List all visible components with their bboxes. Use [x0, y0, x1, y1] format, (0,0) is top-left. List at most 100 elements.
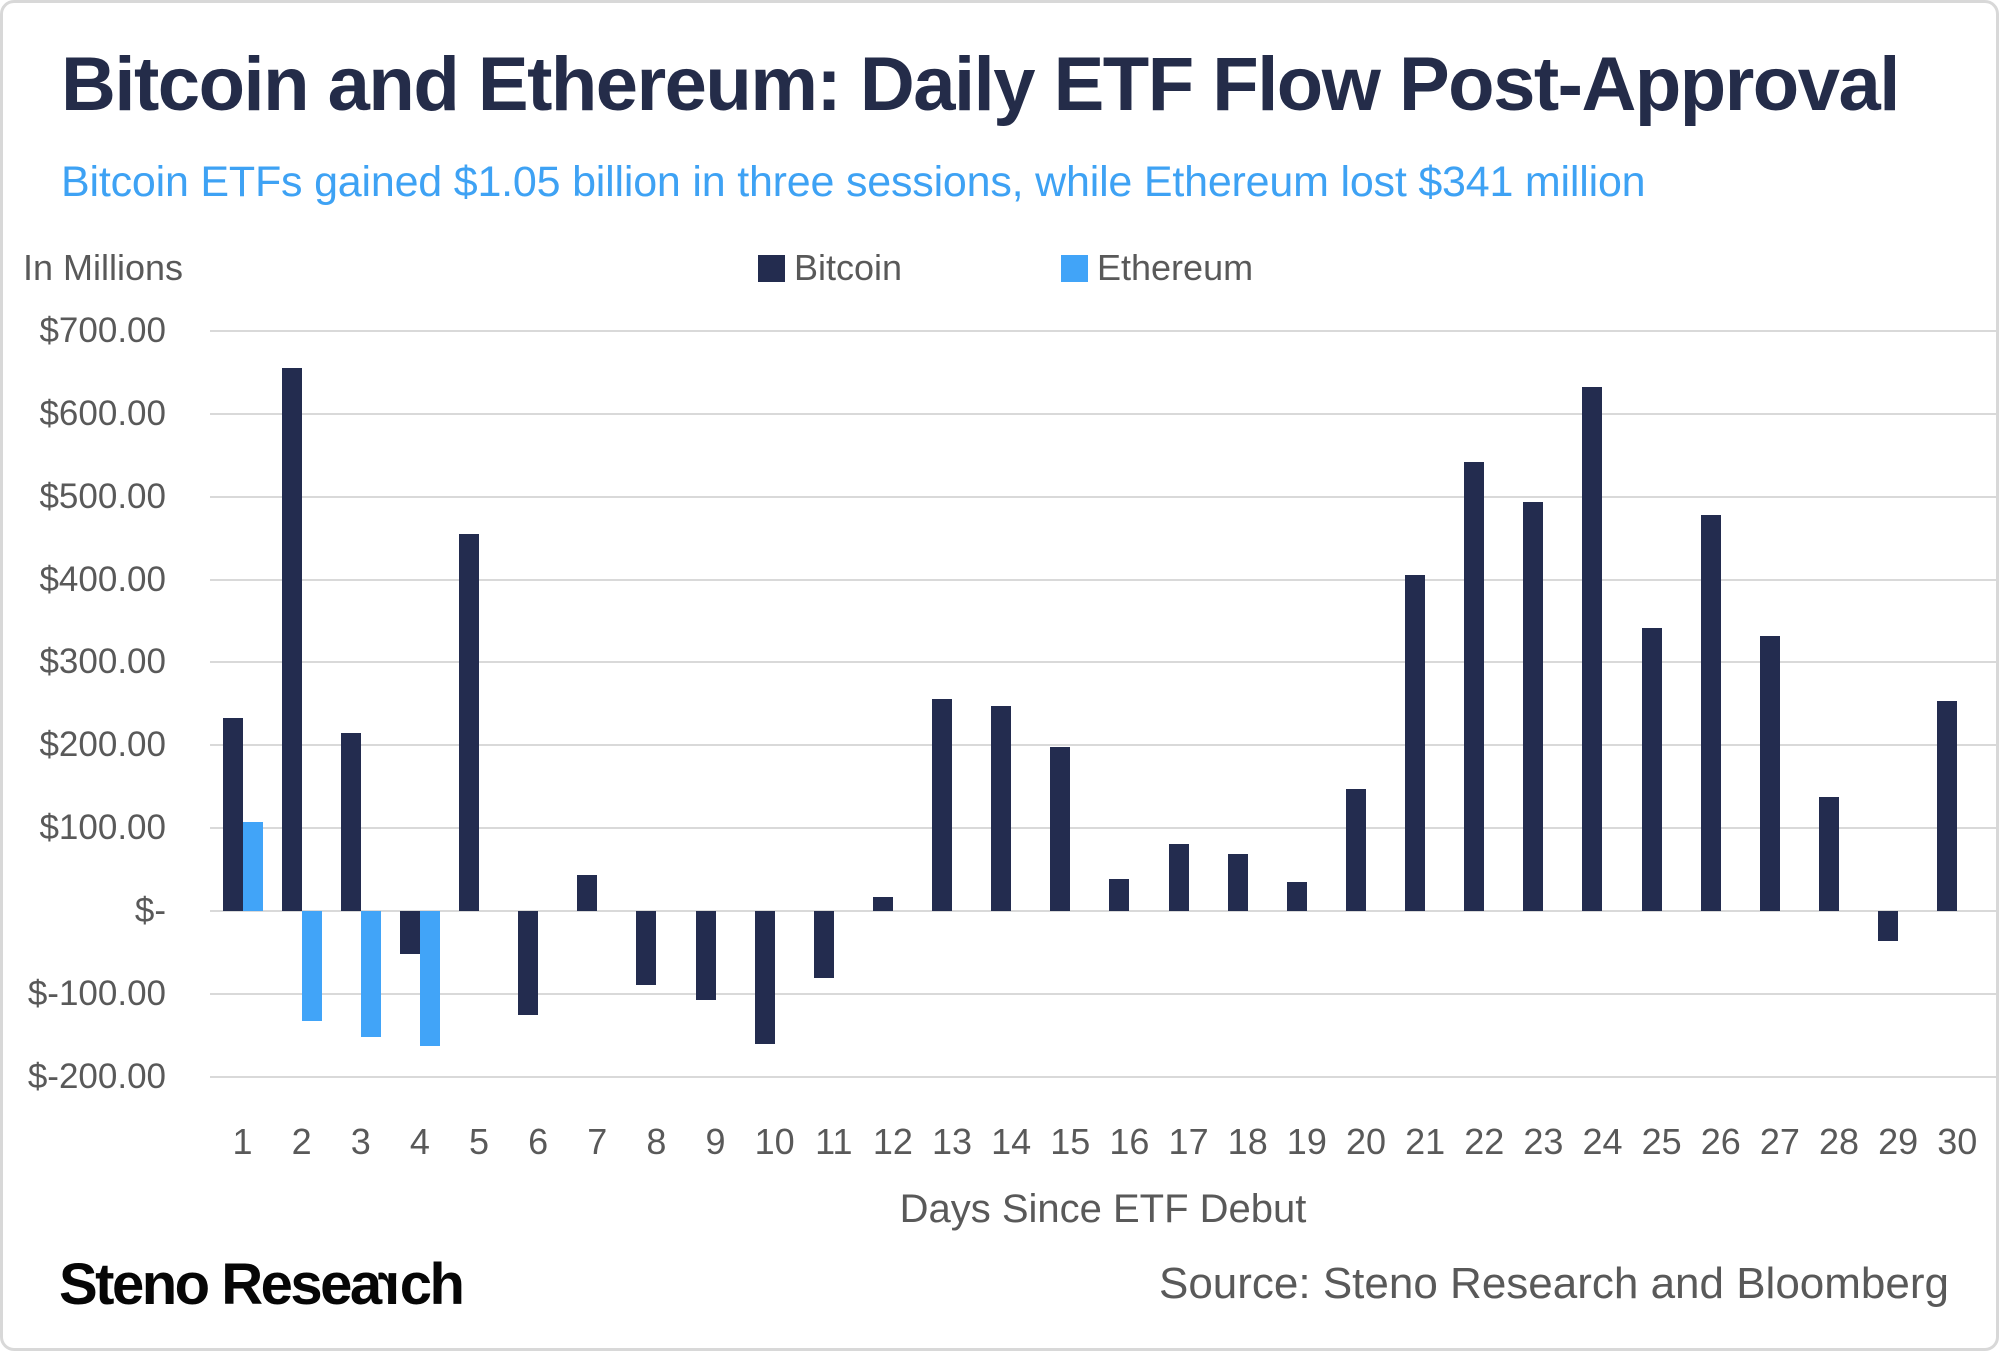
y-tick-label--200: $-200.00 [27, 1056, 166, 1096]
bar-bitcoin-day-17 [1168, 843, 1189, 911]
x-tick-label-20: 20 [1345, 1121, 1386, 1162]
y-axis-unit-label: In Millions [23, 247, 184, 288]
gridline--200 [210, 1075, 1996, 1078]
bar-bitcoin-day-27 [1759, 635, 1780, 912]
bar-bitcoin-day-30 [1937, 701, 1958, 911]
x-tick-label-7: 7 [587, 1121, 608, 1162]
x-tick-label-22: 22 [1464, 1121, 1505, 1162]
bar-ethereum-day-1 [242, 822, 263, 912]
bar-bitcoin-day-29 [1878, 911, 1899, 941]
bar-bitcoin-day-10 [754, 911, 775, 1044]
x-tick-label-10: 10 [754, 1121, 795, 1162]
bar-bitcoin-day-20 [1345, 789, 1366, 911]
gridline-300 [210, 661, 1996, 664]
x-tick-label-21: 21 [1405, 1121, 1446, 1162]
bar-bitcoin-day-22 [1464, 461, 1485, 911]
legend-item-ethereum: Ethereum [1061, 247, 1253, 289]
x-tick-label-19: 19 [1286, 1121, 1327, 1162]
gridline-500 [210, 495, 1996, 498]
gridline-400 [210, 578, 1996, 581]
x-tick-label-27: 27 [1759, 1121, 1800, 1162]
bar-bitcoin-day-8 [636, 911, 657, 985]
y-tick-label-500: $500.00 [39, 476, 166, 516]
source-attribution: Source: Steno Research and Bloomberg [1158, 1259, 1949, 1308]
gridline-200 [210, 744, 1996, 747]
y-tick-label-700: $700.00 [39, 311, 166, 350]
bar-bitcoin-day-26 [1700, 514, 1721, 911]
bar-bitcoin-day-1 [222, 717, 243, 912]
y-tick-label-400: $400.00 [39, 559, 166, 599]
gridline-700 [210, 330, 1996, 332]
x-tick-label-13: 13 [932, 1121, 973, 1162]
x-tick-label-2: 2 [291, 1121, 312, 1162]
page-title: Bitcoin and Ethereum: Daily ETF Flow Pos… [61, 42, 1900, 127]
x-tick-label-5: 5 [469, 1121, 490, 1162]
bar-bitcoin-day-21 [1405, 574, 1426, 911]
gridline-0 [210, 910, 1996, 913]
bar-bitcoin-day-2 [281, 368, 302, 911]
bar-bitcoin-day-23 [1523, 501, 1544, 912]
legend-item-bitcoin: Bitcoin [758, 247, 902, 289]
x-tick-label-25: 25 [1641, 1121, 1682, 1162]
x-tick-label-11: 11 [815, 1121, 853, 1162]
x-tick-label-14: 14 [991, 1121, 1032, 1162]
bar-bitcoin-day-11 [813, 911, 834, 979]
bar-ethereum-day-2 [301, 911, 322, 1022]
x-tick-label-30: 30 [1937, 1121, 1978, 1162]
legend-label-ethereum: Ethereum [1097, 247, 1254, 288]
bitcoin-swatch-icon [758, 254, 785, 282]
legend-label-bitcoin: Bitcoin [794, 247, 903, 288]
ethereum-swatch-icon [1061, 254, 1088, 282]
x-tick-label-29: 29 [1878, 1121, 1919, 1162]
bar-bitcoin-day-9 [695, 911, 716, 1000]
bar-bitcoin-day-7 [577, 874, 598, 911]
x-tick-label-9: 9 [705, 1121, 726, 1162]
x-tick-label-1: 1 [232, 1121, 253, 1162]
x-tick-label-8: 8 [646, 1121, 667, 1162]
legend: Bitcoin Ethereum [3, 247, 1996, 289]
bar-bitcoin-day-25 [1641, 628, 1662, 911]
x-tick-label-15: 15 [1050, 1121, 1091, 1162]
bar-bitcoin-day-14 [991, 705, 1012, 911]
bar-bitcoin-day-6 [518, 911, 539, 1016]
bar-bitcoin-day-5 [459, 534, 480, 911]
x-tick-label-4: 4 [409, 1121, 430, 1162]
x-tick-label-12: 12 [872, 1121, 913, 1162]
bar-bitcoin-day-28 [1819, 796, 1839, 912]
x-tick-label-23: 23 [1523, 1121, 1564, 1162]
bar-bitcoin-day-15 [1050, 746, 1071, 912]
x-tick-label-26: 26 [1700, 1121, 1741, 1162]
bar-bitcoin-day-3 [340, 732, 361, 911]
brand-logo-prefix: Steno Resea [59, 1252, 382, 1317]
gridline--100 [210, 992, 1996, 995]
bar-bitcoin-day-4 [399, 911, 420, 955]
y-tick-label-0: $- [134, 891, 166, 931]
x-tick-label-6: 6 [528, 1121, 549, 1162]
bar-bitcoin-day-24 [1582, 386, 1603, 912]
x-tick-label-16: 16 [1109, 1121, 1150, 1162]
y-tick-label-200: $200.00 [39, 725, 166, 765]
y-tick-label-100: $100.00 [39, 808, 166, 848]
x-tick-label-28: 28 [1818, 1121, 1860, 1162]
bar-bitcoin-day-13 [932, 698, 953, 911]
bar-ethereum-day-4 [419, 911, 440, 1047]
x-tick-label-17: 17 [1168, 1121, 1209, 1162]
bar-ethereum-day-3 [360, 911, 381, 1037]
gridline-100 [210, 827, 1996, 830]
page-subtitle: Bitcoin ETFs gained $1.05 billion in thr… [61, 158, 1646, 206]
x-tick-label-24: 24 [1582, 1121, 1623, 1162]
x-tick-label-18: 18 [1227, 1121, 1268, 1162]
x-tick-label-3: 3 [350, 1121, 371, 1162]
y-tick-label-600: $600.00 [39, 393, 166, 433]
bar-bitcoin-day-19 [1286, 882, 1307, 912]
x-axis-title: Days Since ETF Debut [899, 1187, 1307, 1231]
plot-area [210, 330, 1996, 1078]
y-tick-label--100: $-100.00 [27, 973, 166, 1013]
y-tick-label-300: $300.00 [39, 642, 166, 682]
gridline-600 [210, 412, 1996, 415]
bar-bitcoin-day-12 [872, 896, 893, 911]
brand-logo-mirrored-r: r [379, 1252, 400, 1317]
bar-bitcoin-day-18 [1227, 853, 1248, 912]
brand-logo-suffix: ch [399, 1252, 465, 1317]
